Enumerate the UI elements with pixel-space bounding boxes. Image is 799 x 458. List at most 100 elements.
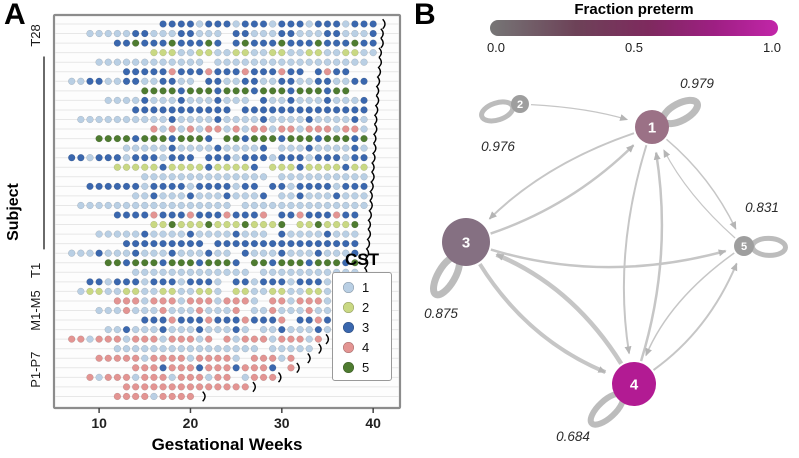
- cst-dot: [104, 373, 112, 382]
- cst-dot: [159, 201, 167, 210]
- cst-dot: [205, 383, 213, 391]
- cst-dot: [186, 29, 195, 38]
- delivery-mark: [373, 114, 378, 125]
- cst-dot: [287, 354, 295, 362]
- cst-dot: [205, 163, 213, 171]
- cst-dot: [159, 249, 167, 257]
- cst-dot: [122, 201, 131, 210]
- cst-dot: [186, 230, 195, 238]
- cst-dot: [195, 87, 204, 95]
- cst-dot: [168, 154, 176, 162]
- cst-dot: [269, 20, 277, 28]
- cst-dot: [86, 182, 94, 191]
- cst-dot: [223, 230, 231, 238]
- cst-dot: [150, 49, 158, 57]
- cst-dot: [269, 87, 277, 95]
- cst-dot: [314, 87, 323, 95]
- cst-dot: [122, 373, 131, 382]
- cst-dot: [150, 268, 158, 276]
- cst-dot: [296, 211, 304, 219]
- cst-dot: [314, 163, 323, 171]
- legend-item-label: 3: [362, 319, 370, 335]
- cst-dot: [241, 220, 249, 229]
- cst-dot: [232, 77, 240, 85]
- cst-dot: [104, 335, 112, 343]
- cst-dot: [195, 211, 204, 219]
- cst-dot: [131, 345, 140, 353]
- cst-dot: [195, 134, 204, 143]
- cst-dot: [131, 306, 140, 315]
- cst-dot: [141, 297, 149, 305]
- cst-dot: [159, 240, 167, 248]
- cst-dot: [323, 134, 332, 143]
- cst-dot: [159, 211, 167, 219]
- cst-dot: [332, 125, 341, 133]
- cst-dot: [342, 20, 350, 28]
- cst-dot: [323, 182, 332, 191]
- cst-dot: [177, 115, 185, 124]
- cst-dot: [351, 144, 359, 152]
- cst-dot: [122, 144, 131, 152]
- cst-dot: [250, 316, 259, 324]
- cst-dot: [287, 240, 295, 248]
- cst-dot: [205, 316, 213, 324]
- cst-dot: [150, 392, 158, 401]
- cst-dot: [195, 192, 204, 200]
- cst-dot: [122, 278, 131, 286]
- cst-dot: [259, 49, 268, 57]
- cst-dot: [177, 163, 185, 171]
- cst-dot: [296, 268, 304, 276]
- cst-dot: [214, 373, 222, 382]
- cst-dot: [168, 268, 176, 276]
- legend-title: CST: [345, 250, 379, 269]
- cst-dot: [131, 154, 140, 162]
- cst-dot: [332, 173, 341, 181]
- cst-dot: [104, 354, 112, 362]
- cst-dot: [305, 154, 313, 162]
- cst-dot: [351, 240, 359, 248]
- cst-dot: [278, 316, 286, 324]
- cst-dot: [287, 259, 295, 267]
- cst-dot: [77, 77, 85, 85]
- cst-dot: [214, 87, 222, 95]
- cst-dot: [269, 316, 277, 324]
- cst-dot: [214, 154, 222, 162]
- cst-dot: [186, 39, 195, 47]
- cst-dot: [287, 96, 295, 105]
- subject-group-label: T28: [28, 24, 43, 46]
- cst-dot: [360, 49, 368, 57]
- cst-dot: [186, 297, 195, 305]
- cst-dot: [150, 345, 158, 353]
- cst-dot: [342, 220, 350, 229]
- cst-dot: [287, 115, 295, 124]
- cst-dot: [159, 29, 167, 38]
- cst-dot: [214, 144, 222, 152]
- cst-dot: [332, 144, 341, 152]
- cst-dot: [141, 173, 149, 181]
- cst-dot: [287, 230, 295, 238]
- cst-dot: [195, 364, 204, 372]
- cst-dot: [232, 325, 240, 334]
- cst-dot: [287, 134, 295, 143]
- cst-dot: [269, 287, 277, 296]
- legend-dot-cst2: [343, 301, 354, 313]
- cst-dot: [278, 96, 286, 105]
- cst-dot: [186, 96, 195, 105]
- cst-dot: [259, 240, 268, 248]
- cst-dot: [195, 96, 204, 105]
- cst-dot: [305, 20, 313, 28]
- transition-edge-1-5: [666, 138, 737, 230]
- cst-dot: [95, 249, 103, 257]
- cst-dot: [205, 134, 213, 143]
- cst-dot: [278, 306, 286, 315]
- cst-dot: [104, 259, 112, 267]
- cst-dot: [104, 115, 112, 124]
- cst-dot: [259, 125, 268, 133]
- cst-dot: [131, 383, 140, 391]
- cst-dot: [332, 240, 341, 248]
- cst-dot: [323, 201, 332, 210]
- cst-dot: [250, 58, 259, 66]
- cst-dot: [195, 182, 204, 191]
- cst-dot: [214, 306, 222, 315]
- cst-dot: [241, 192, 249, 200]
